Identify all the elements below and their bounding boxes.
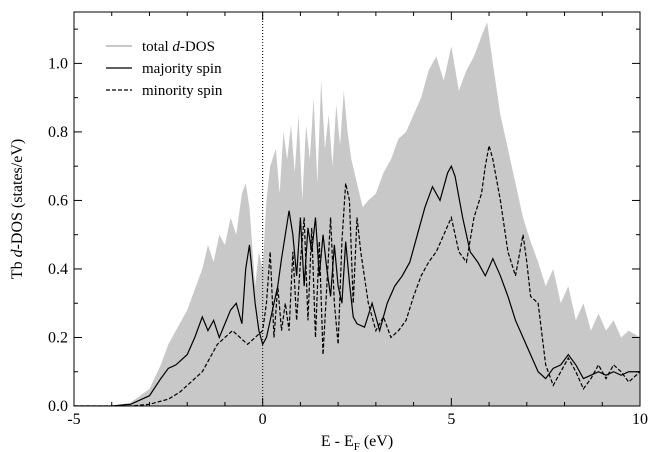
axes-layer: [73, 11, 641, 407]
legend: total d-DOS majority spin minority spin: [106, 39, 223, 99]
y-axis-label: Tb d-DOS (states/eV): [9, 139, 26, 279]
x-tick-label: 5: [447, 411, 455, 428]
legend-label: majority spin: [142, 61, 222, 77]
y-tick-label: 0.2: [48, 329, 68, 346]
series-minority-spin-line: [74, 145, 640, 406]
series-layer: [74, 22, 640, 406]
y-tick-label: 1.0: [48, 55, 68, 72]
x-axis-label: E - EF (eV): [321, 433, 393, 452]
y-tick-label: 0.0: [48, 398, 68, 415]
series-total-d-dos-area: [74, 22, 640, 406]
legend-label: total d-DOS: [142, 39, 215, 55]
series-majority-spin-line: [74, 164, 640, 406]
y-tick-label: 0.4: [48, 261, 68, 278]
axis-labels: E - EF (eV) Tb d-DOS (states/eV): [9, 139, 393, 452]
x-tick-label: 0: [259, 411, 267, 428]
ticks-layer: -5 0 5 10 0.0 0.2 0.4 0.6 0.8 1.0: [48, 12, 648, 428]
plot-frame: [73, 11, 641, 407]
y-tick-label: 0.6: [48, 192, 68, 209]
x-tick-label: -5: [67, 411, 80, 428]
legend-label: minority spin: [142, 83, 223, 99]
y-tick-label: 0.8: [48, 124, 68, 141]
x-tick-label: 10: [632, 411, 648, 428]
